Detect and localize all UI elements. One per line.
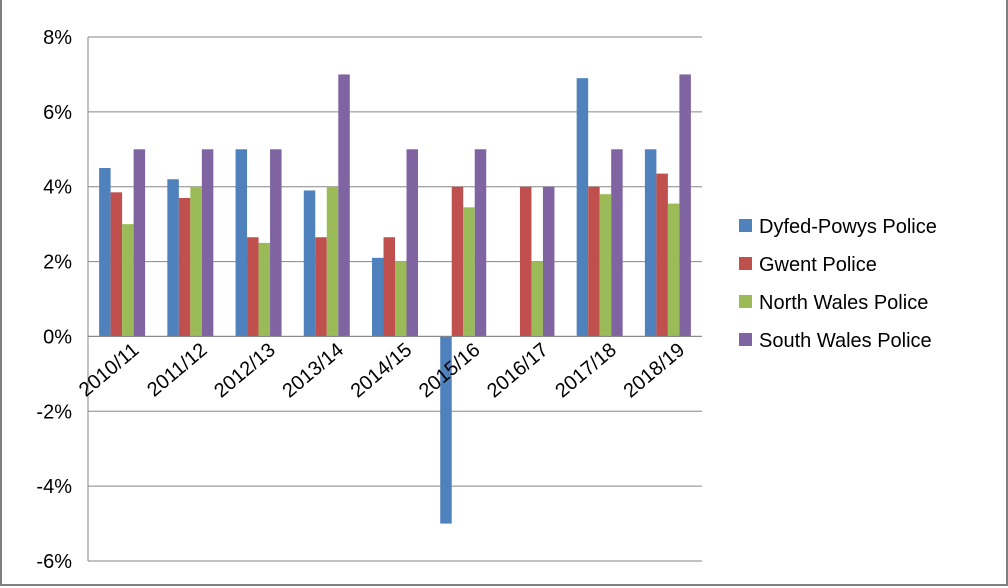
bar [201, 149, 214, 337]
bar [178, 197, 191, 337]
x-tick-labels: 2010/11 2011/122012/132013/142014/152015/… [75, 339, 689, 402]
bar [383, 237, 395, 337]
x-tick-label: 2017/18 [551, 339, 621, 402]
bar [326, 186, 339, 337]
legend-label: North Wales Police [759, 292, 928, 314]
y-tick-labels: -6% -4% -2% 0% 2% 4% 6% 8% [36, 27, 72, 573]
bar [588, 186, 600, 337]
bar [315, 237, 327, 337]
axes [87, 37, 702, 561]
bar [644, 149, 657, 337]
y-tick-label: 8% [43, 27, 72, 49]
bar [599, 194, 612, 337]
bar [122, 224, 134, 337]
legend-swatch [739, 257, 752, 270]
x-tick-label: 2018/19 [620, 339, 690, 402]
bar [519, 186, 532, 337]
bar [99, 168, 111, 337]
bar [576, 78, 589, 337]
bar [258, 242, 271, 337]
bars [99, 74, 691, 524]
bar [656, 173, 668, 337]
x-tick-label: 2011/12 [143, 339, 211, 401]
bar [542, 186, 555, 337]
legend-label: Dyfed-Powys Police [759, 216, 937, 238]
bar [667, 203, 680, 337]
bar [110, 192, 123, 337]
bar [679, 74, 691, 337]
legend-swatch [739, 333, 752, 346]
bar [133, 149, 146, 337]
legend-label: South Wales Police [759, 330, 932, 352]
legend: Dyfed-Powys Police Gwent Police North Wale… [739, 216, 937, 352]
bar [463, 207, 475, 337]
y-tick-label: -2% [36, 401, 72, 423]
x-tick-label: 2016/17 [483, 339, 553, 402]
y-tick-label: 4% [43, 177, 72, 199]
x-tick-label: 2010/11 [75, 339, 143, 401]
bar [406, 149, 418, 337]
bar [247, 237, 259, 337]
legend-swatch [739, 219, 752, 232]
y-tick-label: 2% [43, 252, 72, 274]
bar [372, 257, 384, 337]
bar [451, 186, 464, 337]
bar [395, 261, 407, 337]
y-tick-label: -6% [36, 551, 72, 573]
legend-label: Gwent Police [759, 254, 877, 276]
legend-swatch [739, 295, 752, 308]
bar [440, 336, 452, 524]
bar [611, 149, 623, 337]
bar [235, 149, 248, 337]
y-tick-label: 6% [43, 102, 72, 124]
bar [167, 179, 179, 337]
bar [303, 190, 316, 337]
bar [190, 186, 202, 337]
x-tick-label: 2014/15 [347, 339, 417, 402]
y-tick-label: 0% [43, 326, 72, 348]
x-tick-label: 2012/13 [210, 339, 280, 402]
bar [474, 149, 487, 337]
y-tick-label: -4% [36, 476, 72, 498]
x-tick-label: 2013/14 [278, 339, 348, 402]
bar [270, 149, 282, 337]
bar [531, 261, 543, 337]
bar [338, 74, 350, 337]
